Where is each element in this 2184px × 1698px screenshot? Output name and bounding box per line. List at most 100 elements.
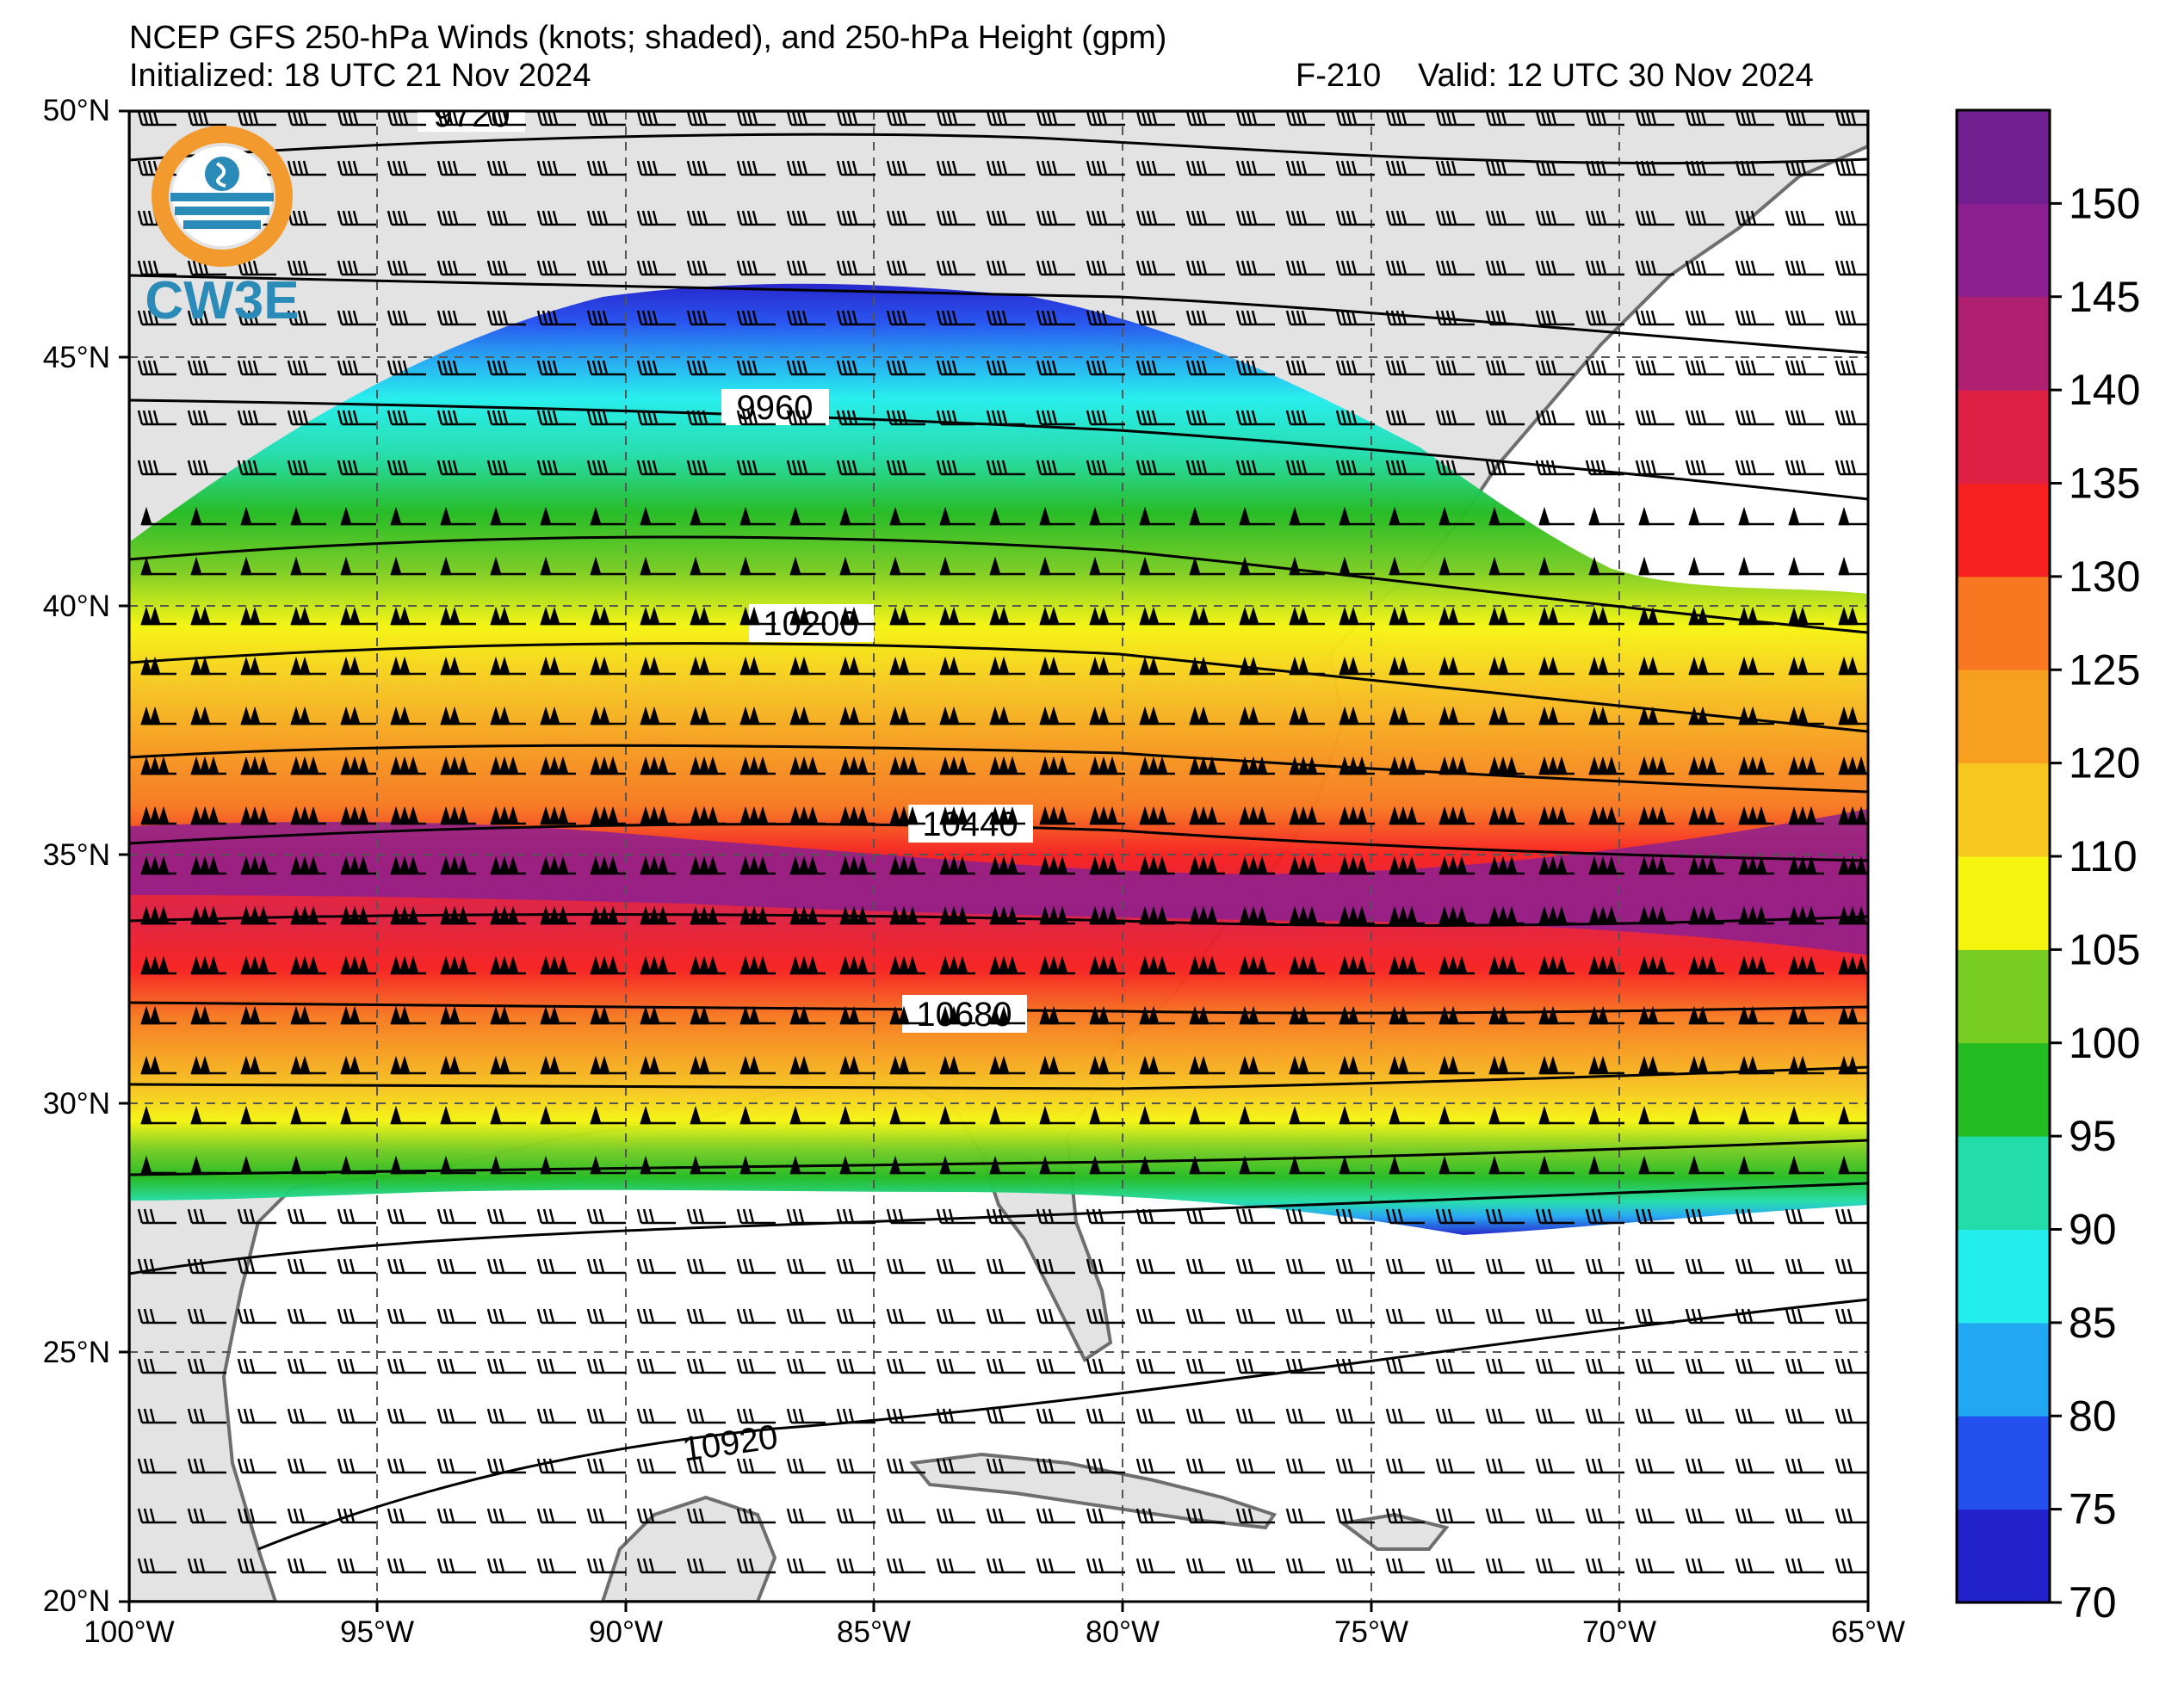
wind-barb [540, 756, 576, 775]
wind-barb [1685, 1558, 1724, 1574]
wind-barb [789, 1105, 826, 1125]
wind-barb [1688, 756, 1724, 775]
forecast-hour: F-210 [1296, 58, 1382, 94]
wind-barb [1235, 360, 1275, 376]
wind-barb [1785, 1258, 1824, 1275]
wind-barb [1039, 955, 1075, 975]
wind-barb [1189, 556, 1225, 576]
wind-barb [390, 656, 426, 676]
wind-barb [1139, 806, 1175, 825]
wind-barb [1635, 160, 1674, 176]
wind-barb [387, 1358, 426, 1374]
wind-barb [1385, 1408, 1425, 1424]
wind-barb [390, 806, 426, 825]
wind-barb [889, 706, 925, 726]
wind-barb [836, 1408, 875, 1424]
wind-barb [986, 1508, 1025, 1524]
wind-barb [686, 1258, 726, 1275]
wind-barb [690, 806, 726, 825]
colorbar-swatch [1957, 110, 2050, 204]
wind-barb [1485, 1258, 1525, 1275]
jet-stream-shading [129, 283, 1868, 1236]
wind-barb [590, 656, 626, 676]
wind-barb [1086, 1258, 1125, 1275]
wind-barb [1738, 1155, 1774, 1175]
wind-barb [1538, 855, 1575, 875]
wind-barb [1485, 310, 1525, 326]
colorbar-swatch [1957, 1136, 2050, 1230]
wind-barb [1488, 1005, 1525, 1025]
colorbar-tick-label: 75 [2069, 1485, 2117, 1534]
wind-barb [739, 706, 776, 726]
wind-barb [1389, 756, 1425, 775]
wind-barb [989, 806, 1025, 825]
wind-barb [436, 1508, 476, 1524]
wind-barb [1235, 1358, 1275, 1374]
wind-barb [1638, 1005, 1674, 1025]
wind-barb [640, 756, 676, 775]
wind-barb [936, 1208, 975, 1225]
wind-barb [1139, 1055, 1175, 1075]
wind-barb [1036, 210, 1075, 226]
wind-barb [939, 706, 975, 726]
wind-barb [1135, 1308, 1175, 1324]
wind-barb [540, 806, 576, 825]
wind-barb [486, 410, 526, 426]
wind-barb [1086, 1358, 1125, 1374]
wind-barb [190, 756, 226, 775]
wind-barb [1438, 955, 1475, 975]
wind-barb [237, 111, 276, 127]
wind-barb [1235, 160, 1275, 176]
lat-label: 20°N [43, 1584, 110, 1618]
wind-barb [1535, 260, 1575, 276]
wind-barb [1438, 1155, 1475, 1175]
wind-barb [1834, 210, 1868, 226]
wind-barb [1135, 360, 1175, 376]
wind-barb [137, 1508, 176, 1524]
wind-barb [640, 806, 676, 825]
wind-barb [140, 656, 176, 676]
wind-barb [686, 410, 726, 426]
wind-barb [540, 1105, 576, 1125]
wind-barb [190, 1105, 226, 1125]
wind-barb [240, 1155, 276, 1175]
colorbar-tick-label: 110 [2069, 832, 2138, 880]
wind-barb [490, 656, 526, 676]
wind-barb [540, 955, 576, 975]
wind-barb [290, 706, 326, 726]
wind-barb [736, 310, 776, 326]
wind-barb [786, 1208, 826, 1225]
wind-barb [590, 955, 626, 975]
wind-barb [1135, 410, 1175, 426]
wind-barb [287, 1258, 326, 1275]
wind-barb [1738, 656, 1774, 676]
wind-barb [1638, 955, 1674, 975]
wind-barb [686, 1558, 726, 1574]
wind-barb [1788, 905, 1824, 925]
wind-barb [1638, 656, 1674, 676]
wind-barb [486, 1458, 526, 1474]
wind-barb [686, 460, 726, 476]
wind-barb [387, 160, 426, 176]
wind-barb [237, 1508, 276, 1524]
wind-barb [387, 111, 426, 127]
wind-barb [390, 706, 426, 726]
wind-barb [590, 756, 626, 775]
wind-barb [1688, 506, 1724, 526]
wind-barb [1438, 606, 1475, 626]
wind-barb [240, 706, 276, 726]
wind-barb [187, 310, 226, 326]
wind-barb [1285, 160, 1325, 176]
wind-barb [636, 1308, 676, 1324]
wind-barb [839, 606, 875, 626]
wind-barb [1089, 756, 1125, 775]
map-frame [127, 109, 1870, 1603]
wind-barb [1538, 806, 1575, 825]
wind-barb [690, 855, 726, 875]
map-title: NCEP GFS 250-hPa Winds (knots; shaded), … [129, 20, 1167, 56]
wind-barb [137, 310, 176, 326]
colorbar-swatch [1957, 203, 2050, 298]
cw3e-logo-text: CW3E [145, 271, 299, 330]
wind-barb [1339, 1005, 1375, 1025]
wind-barb [686, 1408, 726, 1424]
